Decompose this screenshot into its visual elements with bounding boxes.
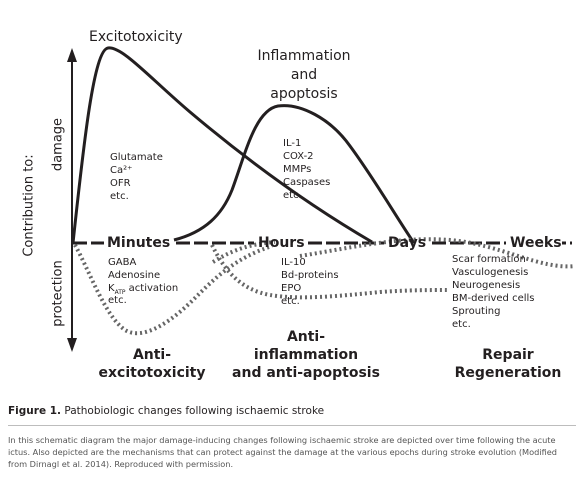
- anti-excito-item-1: GABA: [108, 257, 137, 268]
- repair-item-5: Sprouting: [452, 306, 501, 317]
- figure-note: In this schematic diagram the major dama…: [8, 435, 557, 469]
- excitotoxicity-item-1: Glutamate: [110, 152, 163, 163]
- katp-activation: activation: [125, 283, 179, 294]
- inflammation-title-line3: apoptosis: [270, 86, 338, 102]
- time-label-weeks: Weeks: [510, 235, 562, 251]
- inflammation-item-3: MMPs: [283, 164, 312, 175]
- repair-item-6: etc.: [452, 319, 471, 330]
- figure-title: Pathobiologic changes following ischaemi…: [61, 405, 325, 417]
- inflammation-title-line1: Inflammation: [257, 48, 351, 64]
- anti-inflam-item-2: Bd-proteins: [281, 270, 339, 281]
- excitotoxicity-curve: [71, 46, 373, 244]
- anti-excito-title-line2: excitotoxicity: [98, 365, 206, 381]
- excitotoxicity-item-3: OFR: [110, 178, 131, 189]
- inflammation-protect-link: [211, 240, 276, 264]
- time-label-minutes: Minutes: [107, 235, 171, 251]
- y-axis-down-arrow: [67, 338, 77, 352]
- anti-inflam-title-line1: Anti-: [286, 329, 326, 345]
- anti-inflam-item-1: IL-10: [281, 257, 306, 268]
- anti-inflammation-curve: [210, 244, 449, 300]
- y-axis-damage-label: damage: [50, 117, 66, 172]
- repair-item-1: Scar formation: [452, 254, 526, 265]
- caption-divider: [8, 425, 576, 426]
- anti-excito-item-etc: etc.: [108, 295, 127, 306]
- repair-title-line1: Repair: [482, 347, 534, 363]
- repair-item-2: Vasculogenesis: [452, 267, 529, 278]
- inflammation-title-line2: and: [290, 67, 318, 83]
- anti-inflam-title-line2: inflammation: [253, 347, 359, 363]
- repair-item-3: Neurogenesis: [452, 280, 521, 291]
- inflammation-item-4: Caspases: [283, 177, 331, 188]
- time-label-hours: Hours: [258, 235, 305, 251]
- anti-excito-katp: KATP activation: [108, 282, 178, 299]
- repair-title-line2: Regeneration: [454, 365, 562, 381]
- y-axis-title: Contribution to:: [21, 154, 37, 257]
- repair-item-4: BM-derived cells: [452, 293, 535, 304]
- excitotoxicity-title: Excitotoxicity: [89, 29, 183, 45]
- inflammation-item-2: COX-2: [283, 151, 314, 162]
- inflammation-item-5: etc.: [283, 190, 302, 201]
- inflammation-item-1: IL-1: [283, 138, 302, 149]
- y-axis-up-arrow: [67, 48, 77, 62]
- excitotoxicity-item-2: Ca²⁺: [110, 165, 133, 176]
- figure-caption: Figure 1. Pathobiologic changes followin…: [8, 405, 324, 417]
- diagram-graphics: [67, 46, 576, 352]
- anti-excito-title-line1: Anti-: [132, 347, 172, 363]
- excitotoxicity-item-4: etc.: [110, 191, 129, 202]
- repair-curve: [299, 237, 576, 269]
- stroke-diagram: Contribution to: damage protection Minut…: [21, 29, 576, 381]
- anti-inflam-title-line3: and anti-apoptosis: [232, 365, 380, 381]
- anti-inflam-item-3: EPO: [281, 283, 302, 294]
- y-axis-protection-label: protection: [50, 260, 66, 327]
- katp-k: K: [108, 283, 115, 294]
- katp-sub: ATP: [114, 289, 126, 296]
- figure-label: Figure 1.: [8, 405, 62, 417]
- inflammation-curve: [173, 104, 416, 244]
- time-label-days: Days: [388, 235, 427, 251]
- anti-excito-item-2: Adenosine: [108, 270, 161, 281]
- anti-inflam-item-4: etc.: [281, 296, 300, 307]
